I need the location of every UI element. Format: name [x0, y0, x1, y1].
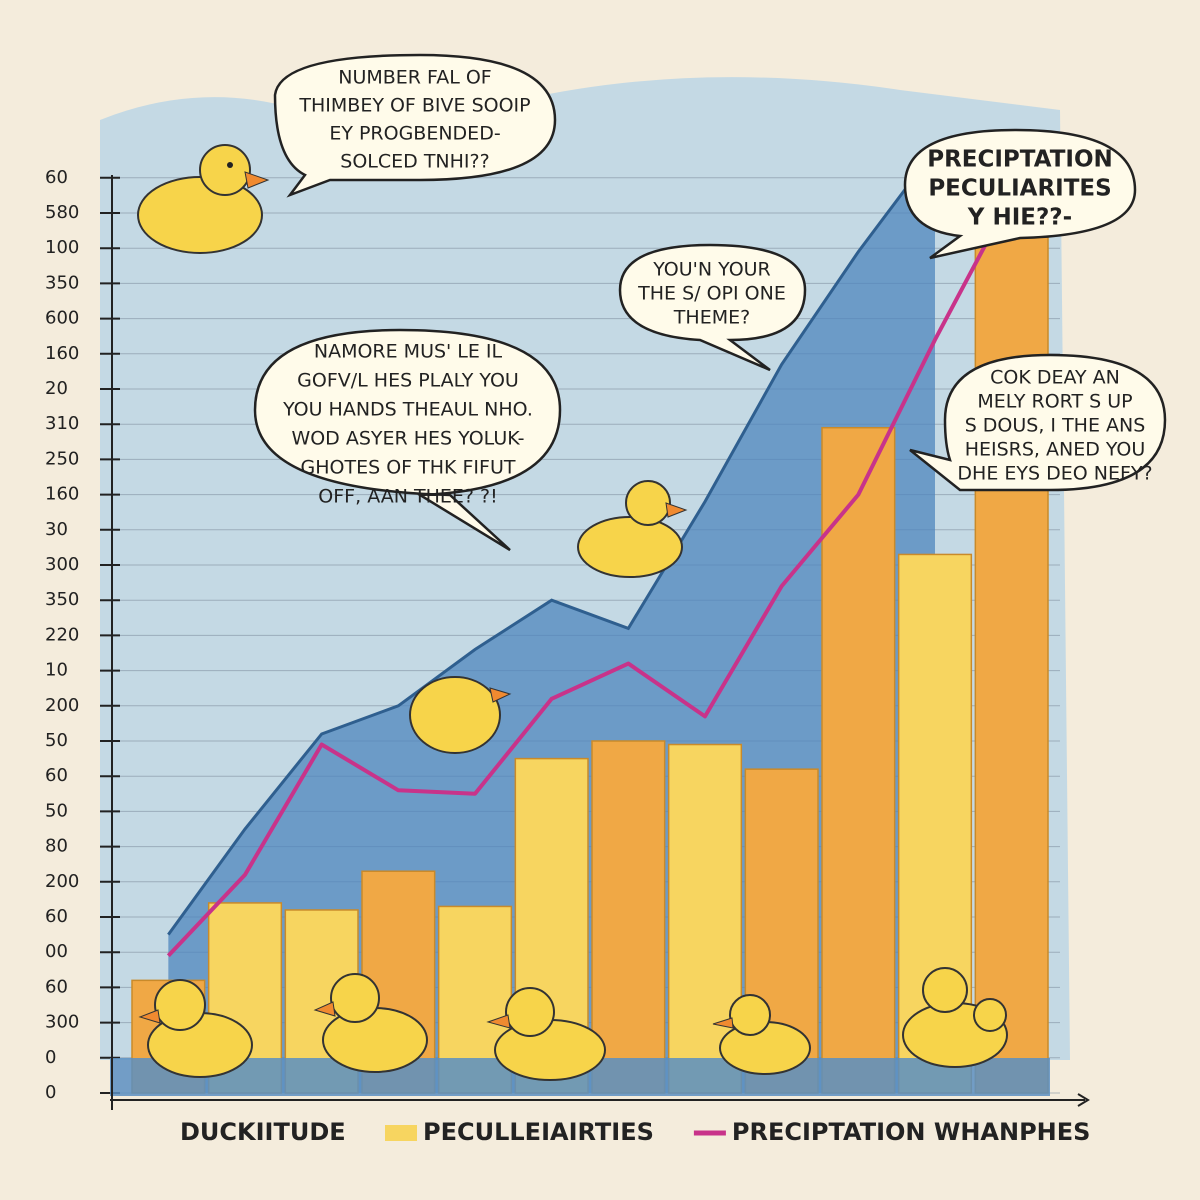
y-tick-label: 160 [45, 484, 79, 505]
y-tick-label: 220 [45, 624, 79, 645]
y-tick-label: 300 [45, 1012, 79, 1033]
y-tick-label: 250 [45, 448, 79, 469]
duck [137, 144, 270, 254]
annotation: GOFV/L HES PLALY YOU [297, 370, 519, 392]
y-tick-label: 160 [45, 343, 79, 364]
area-line [167, 148, 937, 936]
y-tick-label: 0 [45, 1082, 56, 1103]
bubble [909, 353, 1167, 492]
annotation: GHOTES OF THK FIFUT [301, 457, 516, 479]
annotation: EY PROGBENDED- [329, 123, 500, 145]
y-tick-label: 00 [45, 941, 68, 962]
area-fill [168, 149, 936, 1093]
legend-swatch [385, 1125, 417, 1141]
annotation: THIMBEY OF BIVE SOOIP [298, 95, 530, 117]
y-tick-label: 10 [45, 660, 68, 681]
y-tick-label: 100 [45, 237, 79, 258]
speech-bubbles [253, 53, 1167, 552]
y-tick-label: 200 [45, 871, 79, 892]
y-tick-label: 350 [45, 589, 79, 610]
annotation: NAMORE MUS' LE IL [314, 341, 503, 363]
annotation: THE S/ OPI ONE [637, 283, 786, 305]
line [166, 194, 1014, 958]
y-tick-label: 200 [45, 695, 79, 716]
annotation: DHE EYS DEO NEFY? [957, 463, 1152, 485]
annotation: NUMBER FAL OF [338, 67, 491, 89]
annotation: S DOUS, I THE ANS [965, 415, 1146, 437]
annotation: COK DEAY AN [990, 367, 1120, 389]
annotation: YOU'N YOUR [652, 259, 771, 281]
annotation-title: Y HIE??- [967, 205, 1072, 231]
y-tick-label: 50 [45, 800, 68, 821]
y-tick-label: 580 [45, 202, 79, 223]
y-tick-label: 310 [45, 413, 79, 434]
duck [138, 979, 253, 1078]
x-axis-label: DUCKIITUDE [180, 1118, 346, 1146]
legend-label: PRECIPTATION WHANPHES [732, 1118, 1091, 1146]
duck [409, 676, 512, 754]
annotation: THEME? [673, 307, 750, 329]
bubble [273, 53, 557, 198]
bar [591, 740, 666, 1094]
y-tick-label: 60 [45, 976, 68, 997]
annotation-title: PECULIARITES [928, 176, 1111, 202]
y-tick-label: 60 [45, 167, 68, 188]
duck [712, 994, 811, 1075]
y-tick-label: 30 [45, 519, 68, 540]
annotation: YOU HANDS THEAUL NHO. [282, 399, 533, 421]
y-tick-label: 50 [45, 730, 68, 751]
y-tick-label: 600 [45, 308, 79, 329]
y-tick-label: 60 [45, 765, 68, 786]
annotation: SOLCED TNHI?? [340, 151, 489, 173]
x-axis-arrow [1077, 1093, 1090, 1107]
y-tick-label: 20 [45, 378, 68, 399]
bar [821, 426, 896, 1094]
bubble [903, 128, 1137, 260]
y-tick-label: 300 [45, 554, 79, 575]
duck [902, 967, 1008, 1068]
y-tick-label: 350 [45, 272, 79, 293]
annotation: HEISRS, ANED YOU [965, 439, 1146, 461]
duck [577, 480, 688, 578]
annotation: OFF, AAN THEE? ?! [318, 486, 497, 508]
annotation: MELY RORT S UP [977, 391, 1132, 413]
annotation-title: PRECIPTATION [927, 147, 1113, 173]
y-tick-label: 60 [45, 906, 68, 927]
legend-label: PECULLEIAIRTIES [423, 1118, 654, 1146]
duck [313, 973, 428, 1073]
annotation: WOD ASYER HES YOLUK- [291, 428, 524, 450]
ducks [137, 144, 1008, 1081]
duck [486, 987, 606, 1081]
bubble [253, 328, 562, 552]
y-tick-label: 80 [45, 836, 68, 857]
y-tick-label: 0 [45, 1047, 56, 1068]
bubble [618, 243, 807, 372]
